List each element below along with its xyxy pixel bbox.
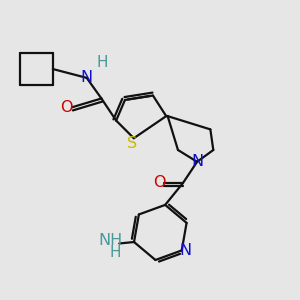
Text: O: O: [154, 176, 166, 190]
Text: O: O: [60, 100, 73, 115]
Text: S: S: [127, 136, 137, 151]
Text: N: N: [191, 154, 203, 169]
Text: N: N: [179, 243, 191, 258]
Text: H: H: [110, 245, 121, 260]
Text: NH: NH: [98, 233, 123, 248]
Text: N: N: [81, 70, 93, 86]
Text: H: H: [96, 55, 108, 70]
